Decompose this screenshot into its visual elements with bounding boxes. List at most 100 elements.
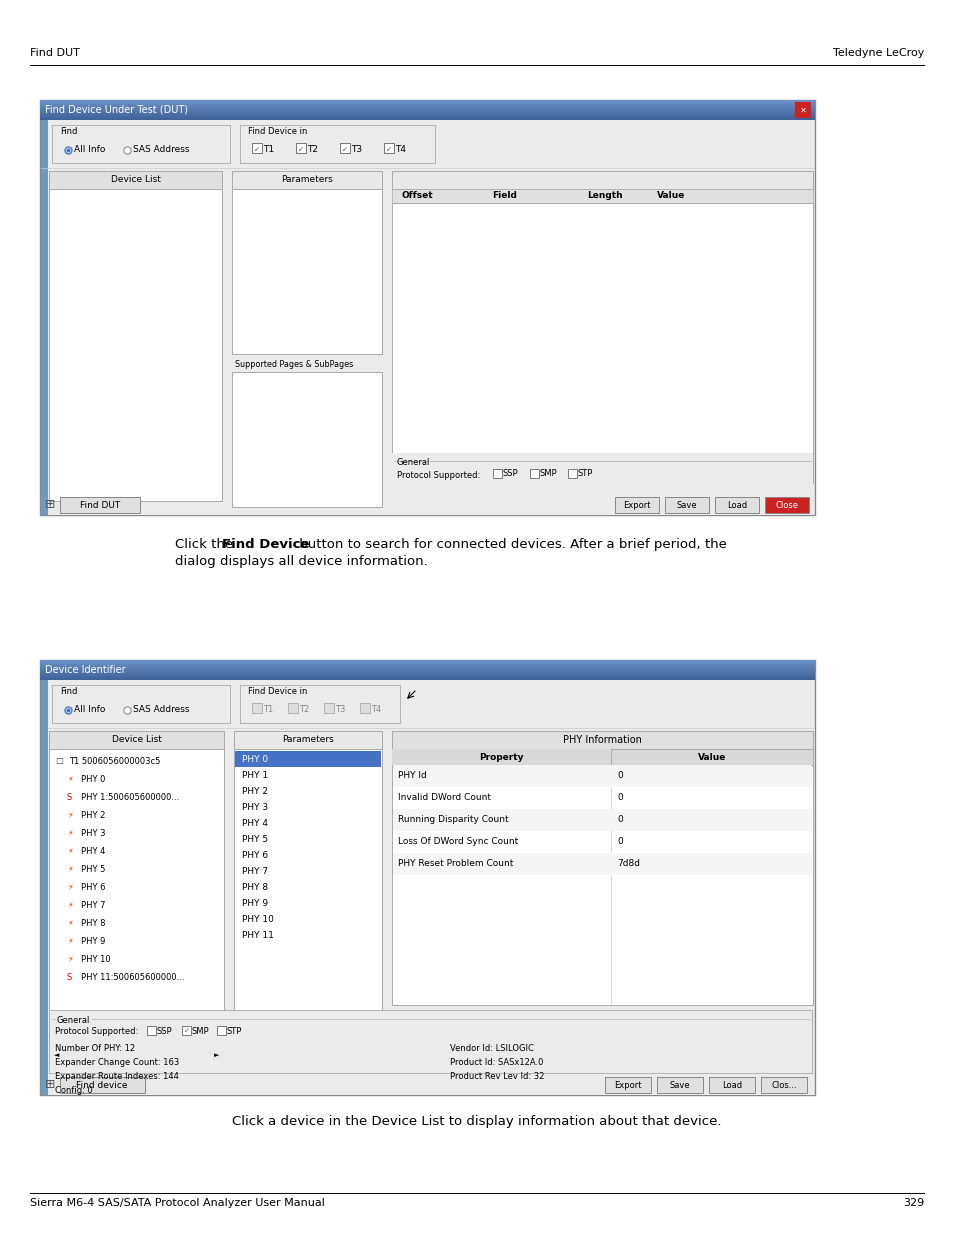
- Text: All Info: All Info: [74, 146, 105, 154]
- Text: Close: Close: [775, 500, 798, 510]
- Text: General: General: [57, 1016, 91, 1025]
- Text: 0: 0: [617, 837, 622, 846]
- Text: PHY 10: PHY 10: [81, 955, 111, 963]
- Text: ◄: ◄: [54, 1052, 59, 1058]
- Text: Value: Value: [697, 752, 725, 762]
- Bar: [147, 1026, 156, 1035]
- Text: PHY 5: PHY 5: [242, 835, 268, 844]
- Text: Offset: Offset: [401, 191, 434, 200]
- Text: Load: Load: [726, 500, 746, 510]
- Text: Supported Pages & SubPages: Supported Pages & SubPages: [234, 359, 353, 369]
- Text: Length: Length: [586, 191, 622, 200]
- Bar: [232, 170, 381, 189]
- Text: T1: T1: [263, 704, 273, 714]
- Text: Product Id: SASx12A.0: Product Id: SASx12A.0: [450, 1058, 543, 1067]
- Bar: [60, 1077, 145, 1093]
- Bar: [764, 496, 808, 513]
- Text: Teledyne LeCroy: Teledyne LeCroy: [832, 48, 923, 58]
- Text: □: □: [55, 757, 63, 766]
- Bar: [530, 469, 538, 478]
- Text: SAS Address: SAS Address: [132, 705, 190, 715]
- Bar: [252, 143, 262, 153]
- Text: SAS Address: SAS Address: [132, 146, 190, 154]
- Bar: [40, 664, 814, 666]
- Text: Loss Of DWord Sync Count: Loss Of DWord Sync Count: [397, 837, 517, 846]
- Bar: [40, 116, 814, 119]
- Bar: [393, 809, 811, 831]
- Text: Export: Export: [622, 500, 650, 510]
- Text: PHY 6: PHY 6: [242, 851, 268, 860]
- Text: PHY 2: PHY 2: [242, 787, 268, 795]
- Bar: [40, 671, 814, 672]
- Bar: [240, 685, 399, 722]
- Text: PHY 11: PHY 11: [242, 930, 274, 940]
- Text: ⚡: ⚡: [67, 900, 72, 909]
- Text: Find Device: Find Device: [222, 538, 309, 551]
- Text: Load: Load: [721, 1081, 741, 1089]
- Text: Click a device in the Device List to display information about that device.: Click a device in the Device List to dis…: [232, 1115, 721, 1128]
- Text: T3: T3: [351, 144, 362, 153]
- Text: Expander Change Count: 163: Expander Change Count: 163: [55, 1058, 179, 1067]
- Text: PHY 7: PHY 7: [242, 867, 268, 876]
- Bar: [392, 453, 812, 508]
- Text: PHY 8: PHY 8: [81, 919, 106, 927]
- Text: ⚡: ⚡: [67, 883, 72, 892]
- Bar: [295, 143, 306, 153]
- Bar: [760, 1077, 806, 1093]
- Text: Running Disparity Count: Running Disparity Count: [397, 815, 508, 825]
- Bar: [493, 469, 501, 478]
- Text: SSP: SSP: [502, 469, 518, 478]
- Bar: [392, 731, 812, 748]
- Bar: [232, 189, 381, 354]
- Text: 0: 0: [617, 815, 622, 825]
- Bar: [40, 659, 814, 1095]
- Text: PHY 8: PHY 8: [242, 883, 268, 892]
- Text: PHY 9: PHY 9: [242, 899, 268, 908]
- Bar: [49, 748, 224, 1049]
- Bar: [234, 751, 380, 767]
- Bar: [40, 112, 814, 114]
- Text: Find device: Find device: [76, 1081, 128, 1089]
- Bar: [714, 496, 759, 513]
- Text: Find DUT: Find DUT: [80, 500, 120, 510]
- Bar: [49, 189, 222, 501]
- Text: Find: Find: [60, 687, 77, 697]
- Text: ⊞: ⊞: [45, 1078, 55, 1092]
- Bar: [40, 674, 814, 676]
- Text: ✓: ✓: [342, 147, 348, 153]
- Text: 329: 329: [902, 1198, 923, 1208]
- Bar: [615, 496, 659, 513]
- Text: T1 5006056000003c5: T1 5006056000003c5: [69, 757, 160, 766]
- Bar: [40, 119, 814, 120]
- Text: STP: STP: [227, 1026, 242, 1035]
- Text: PHY Id: PHY Id: [397, 772, 426, 781]
- Text: ⚡: ⚡: [67, 955, 72, 963]
- Bar: [392, 189, 812, 203]
- Bar: [252, 703, 262, 713]
- Text: Find Device in: Find Device in: [248, 687, 307, 697]
- Text: SSP: SSP: [157, 1026, 172, 1035]
- Text: PHY 10: PHY 10: [242, 914, 274, 924]
- Bar: [41, 680, 48, 1095]
- Text: PHY 3: PHY 3: [81, 829, 106, 837]
- Text: 0: 0: [617, 794, 622, 803]
- Text: PHY 0: PHY 0: [242, 755, 268, 763]
- Text: Clos...: Clos...: [770, 1081, 796, 1089]
- Bar: [384, 143, 394, 153]
- Text: S: S: [67, 793, 72, 802]
- Bar: [392, 203, 812, 483]
- Bar: [604, 1077, 650, 1093]
- Text: STP: STP: [578, 469, 593, 478]
- Text: PHY 1:500605600000...: PHY 1:500605600000...: [81, 793, 179, 802]
- Text: T3: T3: [335, 704, 345, 714]
- Text: Parameters: Parameters: [282, 736, 334, 745]
- Text: Invalid DWord Count: Invalid DWord Count: [397, 794, 491, 803]
- Bar: [392, 170, 812, 189]
- Text: Property: Property: [478, 752, 523, 762]
- Text: Sierra M6-4 SAS/SATA Protocol Analyzer User Manual: Sierra M6-4 SAS/SATA Protocol Analyzer U…: [30, 1198, 325, 1208]
- Bar: [40, 676, 814, 678]
- Text: ⚡: ⚡: [67, 774, 72, 783]
- Bar: [339, 143, 350, 153]
- Text: Find DUT: Find DUT: [30, 48, 80, 58]
- Text: button to search for connected devices. After a brief period, the: button to search for connected devices. …: [294, 538, 726, 551]
